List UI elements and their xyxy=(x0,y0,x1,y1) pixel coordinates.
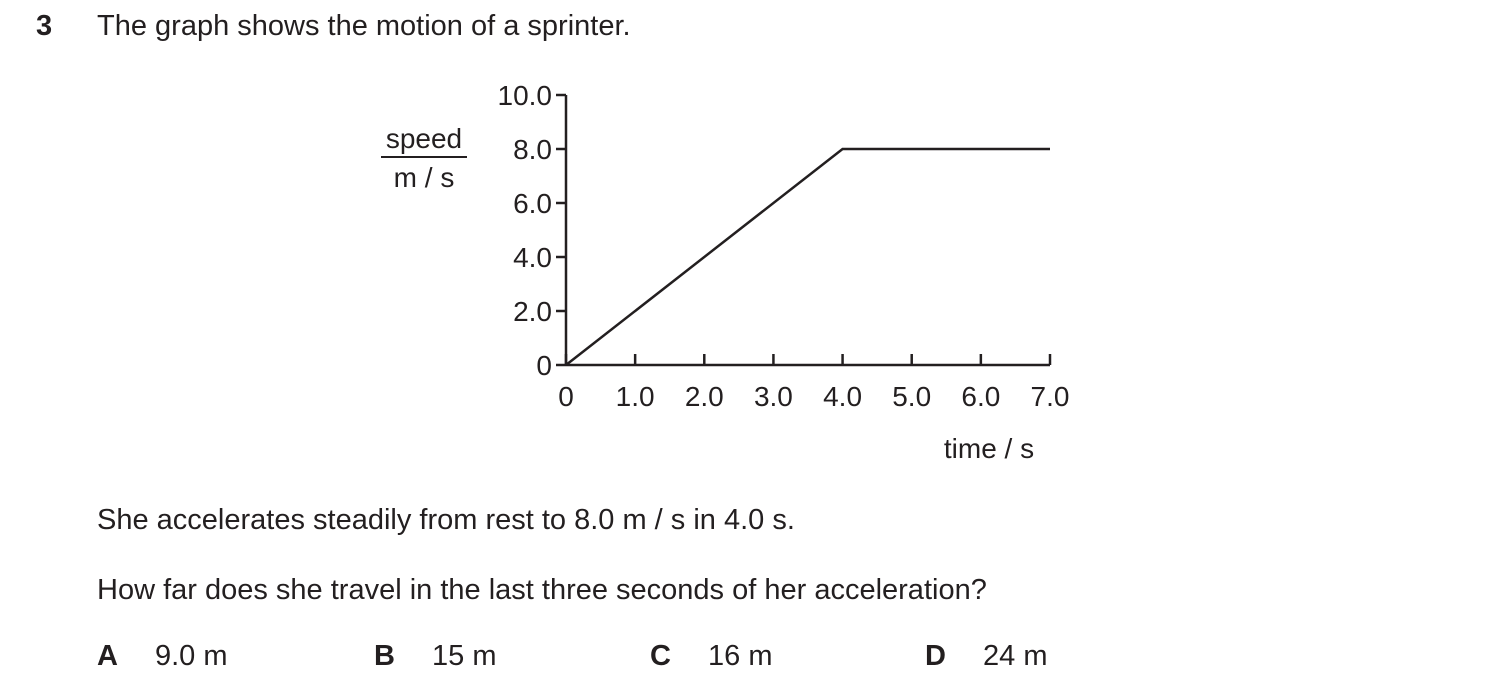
x-tick-label: 0 xyxy=(558,381,574,412)
y-tick-label: 2.0 xyxy=(513,296,552,327)
option-letter: D xyxy=(925,640,946,672)
y-ticks: 0 2.0 4.0 6.0 8.0 10.0 xyxy=(498,80,566,381)
x-axis-label: time / s xyxy=(944,433,1034,464)
y-tick-label: 4.0 xyxy=(513,242,552,273)
option-b[interactable]: B 15 m xyxy=(374,640,496,673)
x-tick-label: 3.0 xyxy=(754,381,793,412)
x-tick-label: 2.0 xyxy=(685,381,724,412)
question-number: 3 xyxy=(36,10,53,42)
option-text: 24 m xyxy=(983,640,1048,672)
speed-line xyxy=(565,147,1050,366)
option-text: 15 m xyxy=(432,640,497,672)
y-tick-label: 10.0 xyxy=(498,80,553,111)
question-statement: She accelerates steadily from rest to 8.… xyxy=(97,504,795,536)
option-c[interactable]: C 16 m xyxy=(650,640,772,673)
option-d[interactable]: D 24 m xyxy=(925,640,1047,673)
graph-axes xyxy=(564,95,1050,367)
x-tick-label: 1.0 xyxy=(616,381,655,412)
question-stem: The graph shows the motion of a sprinter… xyxy=(97,10,631,42)
question-prompt: How far does she travel in the last thre… xyxy=(97,574,987,606)
y-tick-label: 0 xyxy=(536,350,552,381)
graph-series xyxy=(565,147,1050,366)
x-tick-label: 5.0 xyxy=(892,381,931,412)
y-tick-label: 8.0 xyxy=(513,134,552,165)
x-tick-label: 6.0 xyxy=(961,381,1000,412)
y-axis-label-quantity: speed xyxy=(386,123,462,154)
option-letter: A xyxy=(97,640,118,672)
y-axis-label: speed m / s xyxy=(381,123,467,193)
option-text: 9.0 m xyxy=(155,640,228,672)
x-tick-label: 4.0 xyxy=(823,381,862,412)
option-letter: B xyxy=(374,640,395,672)
option-text: 16 m xyxy=(708,640,773,672)
option-letter: C xyxy=(650,640,671,672)
y-axis-label-unit: m / s xyxy=(394,162,455,193)
x-ticks: 0 1.0 2.0 3.0 4.0 5.0 6.0 7.0 xyxy=(558,354,1069,412)
option-a[interactable]: A 9.0 m xyxy=(97,640,228,673)
x-tick-label: 7.0 xyxy=(1031,381,1070,412)
y-tick-label: 6.0 xyxy=(513,188,552,219)
